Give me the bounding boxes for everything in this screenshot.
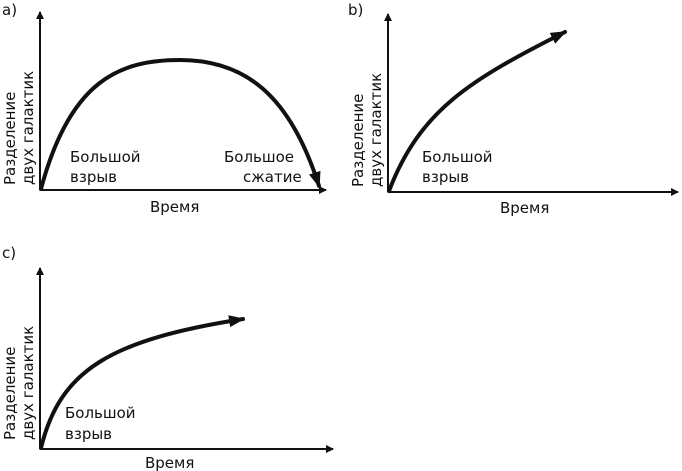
panel-b-ylabel-line1: Разделение: [349, 94, 367, 187]
panel-b-start-label-line1: Большой: [422, 148, 493, 166]
panel-a-curve: [39, 57, 321, 191]
panel-c-start-label-line1: Большой: [65, 404, 136, 422]
panel-a-start-label-line1: Большой: [70, 148, 141, 166]
panel-a-ylabel-line2: двух галактик: [19, 71, 37, 185]
panel-c-xlabel: Время: [145, 454, 194, 471]
panel-c-ylabel-line1: Разделение: [1, 347, 19, 440]
panel-a-start-label-line2: взрыв: [70, 168, 117, 186]
panel-c-ylabel-line2: двух галактик: [19, 326, 37, 440]
panel-b-ylabel-line2: двух галактик: [367, 73, 385, 187]
panel-a-end-label-line1: Большое: [224, 148, 294, 166]
panel-b-xlabel: Время: [500, 199, 549, 217]
panel-b-start-label-line2: взрыв: [422, 168, 469, 186]
panel-c-label: c): [2, 244, 16, 262]
panel-c-curve: [39, 315, 245, 450]
panel-a-ylabel-line1: Разделение: [1, 92, 19, 185]
panel-a-label: a): [2, 1, 17, 19]
panel-a-end-label-line2: сжатие: [243, 168, 302, 186]
panel-c: c) Разделение двух галактик Время Большо…: [1, 244, 334, 471]
panel-a: a) Разделение двух галактик Время Большо…: [1, 1, 327, 216]
panel-a-xlabel: Время: [150, 198, 199, 216]
panel-b: b) Разделение двух галактик Время Большо…: [348, 1, 679, 217]
panel-b-label: b): [348, 1, 363, 19]
panel-c-start-label-line2: взрыв: [65, 425, 112, 443]
panel-b-curve: [387, 30, 567, 193]
